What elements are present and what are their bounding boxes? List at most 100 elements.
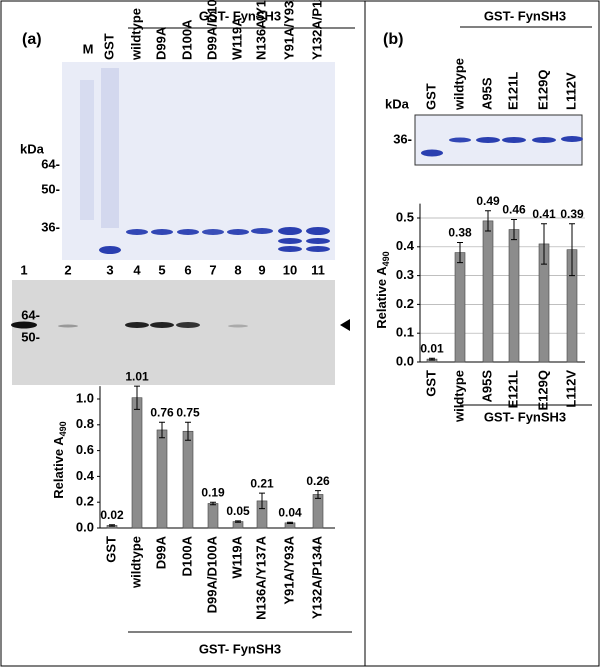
error-bar	[485, 210, 491, 232]
marker-label: 50-	[41, 181, 60, 196]
x-tick-label: wildtype	[451, 370, 466, 423]
y-axis-label-sub: 490	[381, 251, 391, 266]
y-tick-label: 0.0	[396, 353, 414, 368]
x-tick-label: GST	[423, 370, 438, 397]
lane-label: D99A/D100A	[204, 0, 219, 60]
error-bar	[511, 218, 517, 241]
data-label: 0.38	[448, 226, 472, 240]
data-label: 0.49	[476, 194, 500, 208]
lane-number: 11	[311, 262, 325, 277]
y-tick-label: 0.6	[76, 442, 94, 457]
data-label: 0.26	[306, 474, 330, 488]
lane-label: E129Q	[535, 70, 550, 110]
y-axis-label-text: Relative A	[374, 266, 389, 329]
x-tick-label: E121L	[505, 370, 520, 408]
lane-number: 1	[20, 262, 27, 277]
lane-label: D99A	[153, 26, 168, 60]
x-tick-label: A95S	[479, 370, 494, 403]
lane-label: D100A	[179, 19, 194, 60]
lane-label: GST	[423, 83, 438, 110]
data-label: 0.75	[176, 405, 200, 419]
lane-number: 5	[158, 262, 165, 277]
marker-label: 36-	[393, 131, 412, 146]
error-bar	[569, 223, 575, 277]
lane-label: E121L	[505, 72, 520, 110]
group-label: GST- FynSH3	[199, 641, 281, 656]
x-tick-label: L112V	[563, 370, 578, 408]
bar	[156, 429, 168, 529]
marker-label: 64-	[21, 307, 40, 322]
panel-label: (b)	[383, 31, 403, 48]
error-bar	[235, 520, 241, 523]
x-tick-label: N136A/Y137A	[253, 535, 268, 619]
x-tick-label: D100A	[179, 535, 194, 576]
bar	[454, 252, 466, 363]
marker-label: 64-	[41, 156, 60, 171]
blot	[12, 280, 335, 385]
error-bar	[315, 490, 321, 499]
bar	[207, 503, 219, 529]
bar	[482, 220, 494, 363]
lane-number: 7	[209, 262, 216, 277]
lane-number: 10	[283, 262, 297, 277]
y-tick-label: 0.4	[76, 468, 95, 483]
error-bar	[429, 357, 435, 361]
arrowhead	[340, 319, 350, 331]
lane-number: 8	[234, 262, 241, 277]
x-tick-label: D99A	[153, 535, 168, 569]
gel-bands	[421, 136, 583, 157]
y-axis-label: Relative A490	[374, 251, 391, 328]
data-label: 1.01	[125, 369, 149, 383]
data-label: 0.46	[502, 203, 526, 217]
lane-number: 3	[106, 262, 113, 277]
lane-label: A95S	[479, 77, 494, 110]
group-label: GST- FynSH3	[484, 8, 566, 23]
kda-label: kDa	[385, 96, 410, 111]
y-axis-label-sub: 490	[58, 421, 68, 436]
panel-label: (a)	[22, 31, 42, 48]
y-tick-label: 0.3	[396, 267, 414, 282]
data-label: 0.01	[420, 341, 444, 355]
lane-label: L112V	[563, 72, 578, 110]
error-bar	[287, 521, 293, 524]
x-tick-label: E129Q	[535, 370, 550, 410]
error-bar	[134, 385, 140, 410]
error-bar	[159, 421, 165, 439]
data-label: 0.41	[532, 207, 556, 221]
error-bar	[109, 524, 115, 527]
y-tick-label: 0.2	[76, 494, 94, 509]
gel-bands	[80, 68, 330, 254]
x-tick-label: W119A	[229, 535, 244, 578]
error-bar	[185, 421, 191, 441]
lane-number: 2	[64, 262, 71, 277]
bar	[182, 430, 194, 529]
lane-label: wildtype	[451, 58, 466, 111]
lane-label: N136A/Y137A	[253, 0, 268, 60]
lane-number: 6	[184, 262, 191, 277]
x-tick-label: Y91A/Y93A	[281, 535, 296, 604]
y-axis-label: Relative A490	[51, 421, 68, 498]
x-tick-label: wildtype	[128, 536, 143, 589]
marker-label: 36-	[41, 219, 60, 234]
lane-label: W119A	[229, 17, 244, 60]
error-bar	[259, 492, 265, 510]
lane-number: 4	[133, 262, 141, 277]
data-label: 0.39	[560, 207, 584, 221]
y-tick-label: 0.5	[396, 209, 414, 224]
bar	[508, 229, 520, 363]
error-bar	[541, 223, 547, 265]
data-label: 0.05	[226, 504, 250, 518]
lane-number: 9	[258, 262, 265, 277]
lane-label: M	[83, 41, 94, 56]
error-bar	[457, 241, 463, 264]
error-bar	[210, 501, 216, 506]
data-label: 0.19	[201, 485, 225, 499]
y-tick-label: 0.4	[396, 238, 415, 253]
data-label: 0.21	[250, 476, 274, 490]
data-label: 0.04	[278, 505, 302, 519]
y-tick-label: 0.1	[396, 325, 414, 340]
y-tick-label: 0.0	[76, 519, 94, 534]
group-label: GST- FynSH3	[199, 8, 281, 23]
y-tick-label: 0.8	[76, 416, 94, 431]
